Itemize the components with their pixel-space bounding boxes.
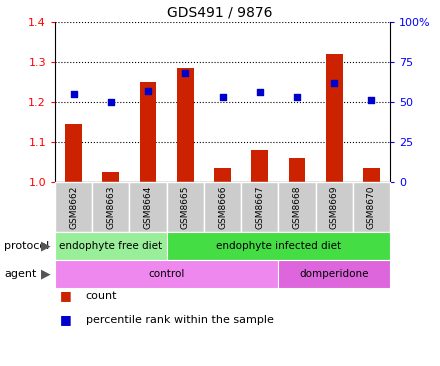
Text: agent: agent [4, 269, 37, 279]
Text: GDS491 / 9876: GDS491 / 9876 [167, 5, 273, 19]
Text: endophyte free diet: endophyte free diet [59, 241, 162, 251]
Text: ▶: ▶ [41, 239, 51, 253]
Bar [251, 150, 268, 182]
Point [293, 94, 301, 100]
Point [70, 91, 77, 97]
Bar [289, 158, 305, 182]
Point [330, 80, 337, 86]
Text: GSM8667: GSM8667 [255, 185, 264, 229]
Bar [103, 172, 119, 182]
Text: ▶: ▶ [41, 268, 51, 280]
Text: percentile rank within the sample: percentile rank within the sample [86, 315, 274, 325]
Point [256, 89, 263, 95]
Bar [363, 168, 380, 182]
Point [368, 97, 375, 103]
Text: ■: ■ [59, 313, 71, 326]
Bar [214, 168, 231, 182]
Bar [139, 82, 157, 182]
Bar [177, 68, 194, 182]
Text: ■: ■ [59, 290, 71, 303]
Bar [326, 54, 343, 182]
Text: GSM8665: GSM8665 [181, 185, 190, 229]
Point [107, 99, 114, 105]
Text: control: control [148, 269, 185, 279]
Bar [65, 124, 82, 182]
Text: GSM8666: GSM8666 [218, 185, 227, 229]
Text: domperidone: domperidone [299, 269, 369, 279]
Text: count: count [86, 291, 117, 301]
Text: GSM8663: GSM8663 [106, 185, 115, 229]
Text: GSM8662: GSM8662 [69, 185, 78, 229]
Text: GSM8670: GSM8670 [367, 185, 376, 229]
Text: protocol: protocol [4, 241, 50, 251]
Point [144, 88, 151, 94]
Text: GSM8668: GSM8668 [293, 185, 301, 229]
Text: GSM8669: GSM8669 [330, 185, 339, 229]
Text: endophyte infected diet: endophyte infected diet [216, 241, 341, 251]
Text: GSM8664: GSM8664 [143, 185, 153, 229]
Point [219, 94, 226, 100]
Point [182, 70, 189, 76]
